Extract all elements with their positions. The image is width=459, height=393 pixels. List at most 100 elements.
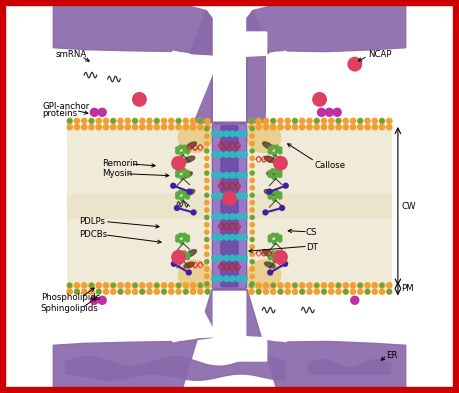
Circle shape <box>278 289 283 294</box>
Circle shape <box>386 118 392 124</box>
Circle shape <box>146 118 153 124</box>
Circle shape <box>249 133 255 139</box>
Circle shape <box>270 288 276 295</box>
Circle shape <box>211 151 218 158</box>
Circle shape <box>211 130 218 138</box>
Circle shape <box>217 213 224 220</box>
Circle shape <box>204 281 209 286</box>
Circle shape <box>229 255 236 262</box>
Circle shape <box>185 269 192 275</box>
Circle shape <box>263 124 269 130</box>
Circle shape <box>272 175 277 180</box>
Circle shape <box>321 118 327 124</box>
Circle shape <box>235 213 242 220</box>
Ellipse shape <box>264 156 275 162</box>
Circle shape <box>271 283 276 288</box>
Circle shape <box>274 189 280 195</box>
Text: CW: CW <box>401 202 415 211</box>
Circle shape <box>255 282 262 289</box>
Circle shape <box>277 237 283 243</box>
Ellipse shape <box>179 260 212 290</box>
Circle shape <box>103 124 109 130</box>
Circle shape <box>255 288 262 295</box>
Circle shape <box>211 234 218 241</box>
Circle shape <box>175 255 180 261</box>
Circle shape <box>335 124 342 130</box>
Ellipse shape <box>184 262 194 268</box>
Ellipse shape <box>267 172 277 178</box>
Circle shape <box>179 257 185 263</box>
Circle shape <box>96 289 101 294</box>
Text: Phospholipids: Phospholipids <box>41 293 100 302</box>
Circle shape <box>204 185 210 191</box>
Circle shape <box>277 170 283 175</box>
Circle shape <box>139 118 146 124</box>
Circle shape <box>249 126 255 132</box>
Circle shape <box>274 233 280 238</box>
Circle shape <box>275 148 280 153</box>
Circle shape <box>204 215 210 220</box>
Ellipse shape <box>184 189 195 196</box>
Circle shape <box>386 289 392 294</box>
Polygon shape <box>53 290 406 392</box>
Circle shape <box>171 250 186 264</box>
Circle shape <box>95 288 102 295</box>
Circle shape <box>204 133 210 139</box>
Circle shape <box>248 124 255 130</box>
Circle shape <box>171 261 177 267</box>
Circle shape <box>204 124 211 130</box>
Circle shape <box>205 289 210 294</box>
Circle shape <box>175 234 180 240</box>
Circle shape <box>379 288 386 295</box>
Circle shape <box>146 288 153 295</box>
Circle shape <box>190 124 196 130</box>
Circle shape <box>183 124 189 130</box>
Circle shape <box>306 282 313 289</box>
Circle shape <box>204 222 210 228</box>
Circle shape <box>285 118 291 124</box>
Polygon shape <box>173 290 286 361</box>
Circle shape <box>328 124 335 130</box>
Circle shape <box>229 193 236 200</box>
Circle shape <box>249 237 255 242</box>
Circle shape <box>204 171 209 176</box>
Circle shape <box>197 118 203 124</box>
Circle shape <box>110 118 117 124</box>
Circle shape <box>321 289 327 294</box>
Circle shape <box>182 254 188 259</box>
Circle shape <box>241 275 248 282</box>
Circle shape <box>291 288 298 295</box>
Circle shape <box>321 124 327 130</box>
Circle shape <box>379 282 386 289</box>
Circle shape <box>273 250 288 264</box>
Circle shape <box>161 288 168 295</box>
Circle shape <box>275 254 280 259</box>
Circle shape <box>314 118 319 124</box>
Text: Sphingolipids: Sphingolipids <box>41 304 99 312</box>
Circle shape <box>249 259 255 264</box>
Circle shape <box>235 234 242 241</box>
Circle shape <box>364 282 371 289</box>
Circle shape <box>270 145 275 150</box>
Circle shape <box>140 289 145 294</box>
Circle shape <box>153 288 160 295</box>
Circle shape <box>335 118 342 124</box>
Circle shape <box>270 233 275 238</box>
Text: PDCBs: PDCBs <box>79 230 107 239</box>
Circle shape <box>277 195 283 200</box>
Circle shape <box>364 124 371 130</box>
Circle shape <box>317 108 326 117</box>
Circle shape <box>211 255 218 262</box>
Circle shape <box>204 266 210 272</box>
Circle shape <box>95 124 102 130</box>
Circle shape <box>67 283 72 288</box>
Circle shape <box>250 237 255 242</box>
Circle shape <box>357 118 364 124</box>
Circle shape <box>175 191 180 196</box>
Circle shape <box>204 193 209 198</box>
Circle shape <box>182 145 187 150</box>
Circle shape <box>250 259 255 264</box>
Circle shape <box>249 200 255 206</box>
Text: Remorin: Remorin <box>102 160 138 169</box>
Circle shape <box>204 126 209 131</box>
